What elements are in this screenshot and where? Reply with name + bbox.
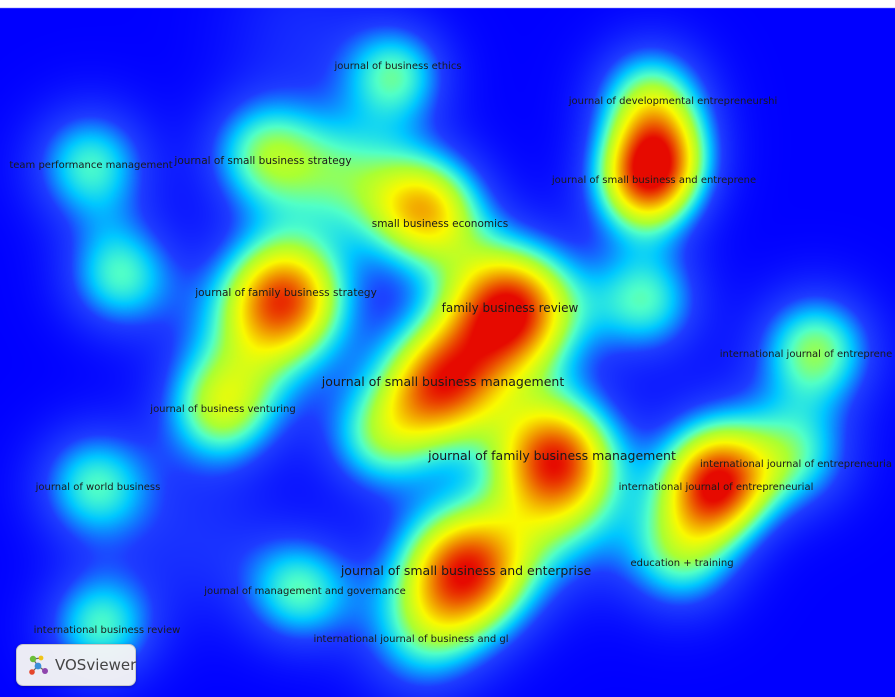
label-family-business-review[interactable]: family business review xyxy=(441,301,579,315)
label-journal-of-management-and-governance[interactable]: journal of management and governance xyxy=(204,586,406,597)
label-international-journal-of-entrepreneurship-a[interactable]: international journal of entreprene xyxy=(719,349,893,360)
label-journal-of-small-business-management[interactable]: journal of small business management xyxy=(321,373,565,389)
label-journal-of-family-business-strategy[interactable]: journal of family business strategy xyxy=(195,286,377,299)
label-international-business-review[interactable]: international business review xyxy=(33,625,181,636)
label-journal-of-small-business-and-enterprise[interactable]: journal of small business and enterprise xyxy=(340,562,592,578)
vosviewer-logo[interactable]: VOSviewer xyxy=(16,644,136,686)
label-journal-of-family-business-management[interactable]: journal of family business management xyxy=(428,447,676,463)
label-international-journal-of-business-and-globalisation[interactable]: international journal of business and gl xyxy=(313,634,509,645)
label-journal-of-world-business[interactable]: journal of world business xyxy=(35,482,161,493)
label-team-performance-management[interactable]: team performance management xyxy=(9,160,173,171)
label-international-journal-of-entrepreneurial[interactable]: international journal of entrepreneurial xyxy=(618,482,814,493)
label-journal-of-small-business-strategy[interactable]: journal of small business strategy xyxy=(174,154,352,167)
label-journal-of-business-venturing[interactable]: journal of business venturing xyxy=(150,404,296,415)
label-journal-of-developmental-entrepreneurship[interactable]: journal of developmental entrepreneurshi xyxy=(568,96,778,107)
label-journal-of-business-ethics[interactable]: journal of business ethics xyxy=(334,61,462,72)
label-journal-of-small-business-and-entrepreneurship[interactable]: journal of small business and entreprene xyxy=(551,175,757,186)
vosviewer-network-icon xyxy=(29,655,48,675)
label-international-journal-of-entrepreneurial-b[interactable]: international journal of entrepreneuria xyxy=(700,459,892,470)
vosviewer-logo-text: VOSviewer xyxy=(55,656,137,674)
label-small-business-economics[interactable]: small business economics xyxy=(371,217,509,230)
label-education-training[interactable]: education + training xyxy=(630,558,734,569)
